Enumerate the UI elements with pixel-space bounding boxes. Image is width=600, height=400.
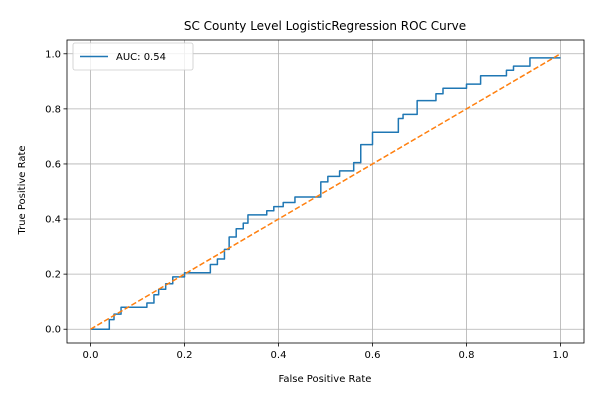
x-tick-label: 0.4 [271,350,287,361]
y-tick-label: 0.4 [45,215,61,226]
chance-diagonal-line [90,53,561,330]
x-tick-label: 0.2 [177,350,193,361]
x-tick-label: 0.6 [365,350,381,361]
ticks: 0.0 0.2 0.4 0.6 0.8 1.0 0.0 0.2 0.4 0.6 0.8 1.0 [45,49,568,361]
series-layer [90,53,561,330]
x-axis-title: False Positive Rate [279,374,372,385]
plot-frame [66,39,585,344]
x-tick-label: 0.8 [459,350,475,361]
y-tick-label: 0.6 [45,159,61,170]
legend: AUC: 0.54 [72,42,194,71]
x-tick-label: 1.0 [553,350,569,361]
chart-title: SC County Level LogisticRegression ROC C… [184,19,466,33]
y-tick-label: 1.0 [45,49,61,60]
y-tick-label: 0.0 [45,325,61,336]
legend-label: AUC: 0.54 [116,52,166,63]
legend-box [72,42,194,71]
y-tick-label: 0.2 [45,270,61,281]
y-tick-label: 0.8 [45,104,61,115]
x-tick-label: 0.0 [83,350,99,361]
y-axis-title: True Positive Rate [17,145,28,235]
grid [67,40,584,343]
